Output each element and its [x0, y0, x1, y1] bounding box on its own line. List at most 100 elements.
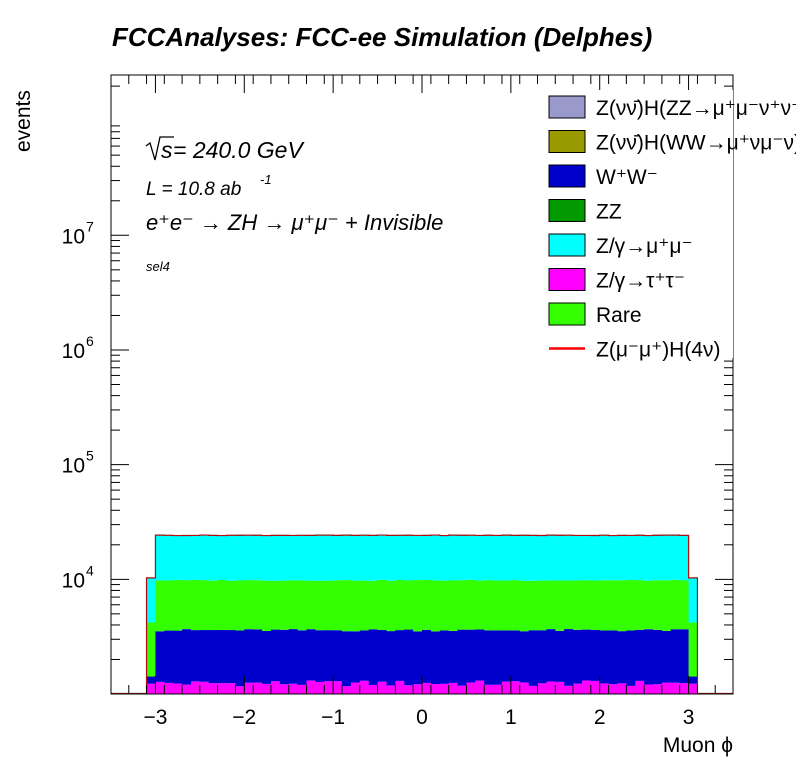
stack-bar-rare-bin-20: [324, 580, 334, 631]
y-tick-label-base: 10: [62, 340, 85, 363]
stack-bar-rare-bin-56: [644, 580, 654, 630]
stack-bar-z-bin-59: [670, 535, 681, 580]
y-tick-label-exponent: 4: [86, 562, 94, 578]
stack-bar-z-bin-14: [270, 681, 281, 694]
stack-bar-ww-bin-46: [555, 630, 565, 682]
stack-bar-z-bin-7: [208, 535, 219, 581]
stack-bar-ww-bin-26: [377, 630, 387, 682]
stack-bar-rare-bin-42: [519, 580, 530, 632]
stack-bar-z-bin-24: [359, 680, 370, 694]
stack-bar-ww-bin-30: [413, 631, 423, 685]
stack-bar-z-bin-54: [626, 535, 636, 580]
stack-bar-z-bin-42: [519, 535, 530, 581]
stack-bar-z-bin-9: [226, 535, 236, 581]
stack-bar-z-bin-43: [528, 535, 538, 581]
legend-label: Z(νν̄)H(ZZ→μ⁺μ⁻ν⁺ν⁻): [596, 97, 796, 120]
legend-label: Z/γ→μ⁺μ⁻: [596, 235, 693, 258]
stack-bar-z-bin-39: [493, 684, 503, 694]
stack-bar-rare-bin-3: [173, 579, 183, 631]
stack-bar-rare-bin-0: [146, 622, 156, 677]
energy-text: = 240.0 GeV: [173, 137, 305, 163]
stack-bar-z-bin-10: [235, 686, 245, 694]
stack-bar-ww-bin-58: [661, 630, 672, 683]
stack-bar-z-bin-37: [475, 535, 485, 581]
stack-bar-z-bin-14: [270, 535, 281, 581]
stack-bar-ww-bin-33: [439, 630, 450, 684]
y-tick-label-base: 10: [62, 225, 85, 248]
stack-bar-z-bin-17: [297, 684, 307, 694]
stack-bar-rare-bin-7: [208, 580, 219, 631]
stack-bar-z-bin-23: [350, 682, 361, 694]
stack-bar-z-bin-2: [164, 535, 174, 581]
y-tick-label-exponent: 6: [86, 333, 94, 349]
stack-bar-z-bin-12: [253, 535, 263, 581]
lumi-exponent: -1: [260, 172, 272, 187]
stack-bar-z-bin-31: [422, 682, 432, 694]
stack-bar-rare-bin-46: [555, 580, 565, 631]
x-tick-label: 0: [416, 706, 428, 729]
chart-title: FCCAnalyses: FCC-ee Simulation (Delphes): [112, 22, 652, 52]
stack-bar-z-bin-19: [315, 535, 325, 581]
legend-swatch: [548, 233, 586, 257]
stack-bar-ww-bin-9: [226, 630, 236, 684]
stack-bar-z-bin-22: [342, 535, 352, 581]
stack-bar-rare-bin-9: [226, 580, 236, 631]
stack-bar-ww-bin-42: [519, 631, 530, 683]
legend-swatch: [548, 199, 586, 222]
stack-bar-z-bin-6: [199, 681, 210, 694]
stack-bar-ww-bin-16: [288, 629, 298, 684]
stack-bar-z-bin-25: [368, 684, 378, 694]
stack-bar-rare-bin-5: [190, 579, 201, 631]
stack-bar-rare-bin-49: [581, 580, 592, 630]
stack-bar-z-bin-49: [581, 535, 592, 581]
stack-bar-z-bin-56: [644, 684, 654, 694]
stack-bar-z-bin-44: [537, 683, 547, 694]
stack-bar-z-bin-6: [199, 535, 210, 581]
stack-bar-rare-bin-37: [475, 580, 485, 630]
stack-bar-ww-bin-54: [626, 630, 636, 686]
sqrt-s-annotation: s = 240.0 GeV: [145, 136, 305, 163]
stack-bar-rare-bin-50: [590, 580, 601, 630]
stack-bar-z-bin-15: [279, 684, 290, 694]
stack-bar-ww-bin-61: [688, 676, 698, 684]
stack-bar-rare-bin-24: [359, 580, 370, 631]
stack-bar-z-bin-23: [350, 535, 361, 581]
stack-bar-rare-bin-31: [422, 580, 432, 630]
stack-bar-ww-bin-44: [537, 630, 547, 684]
stack-bar-ww-bin-57: [653, 629, 663, 685]
legend-label: Z/γ→τ⁺τ⁻: [596, 270, 685, 293]
stack-bar-rare-bin-28: [395, 580, 405, 631]
x-tick-label: 3: [683, 706, 695, 729]
stack-bar-rare-bin-34: [448, 580, 458, 631]
legend-label: Rare: [596, 304, 642, 327]
stack-bar-z-bin-4: [182, 684, 192, 694]
histogram-outline: [111, 534, 733, 695]
stack-bar-rare-bin-45: [546, 580, 556, 630]
stack-bar-rare-bin-52: [608, 580, 618, 631]
stack-bar-rare-bin-23: [350, 580, 361, 632]
legend: Z(νν̄)H(ZZ→μ⁺μ⁻ν⁺ν⁻) Z(νν̄)H(WW→μ⁺νμ⁻ν) W⁺…: [540, 90, 796, 362]
stack-bar-z-bin-43: [528, 685, 538, 694]
stack-bar-z-bin-25: [368, 535, 378, 581]
stack-bar-rare-bin-43: [528, 580, 538, 631]
sqrt-s-text: s: [161, 137, 173, 163]
y-tick-label-base: 10: [62, 455, 85, 478]
stack-bar-ww-bin-29: [404, 629, 414, 686]
stack-bar-z-bin-21: [333, 681, 343, 694]
stack-bar-ww-bin-32: [430, 631, 441, 685]
stack-bar-z-bin-55: [635, 680, 645, 694]
stack-bar-z-bin-36: [466, 682, 476, 694]
stack-bar-z-bin-38: [484, 535, 494, 581]
stack-bar-z-bin-1: [155, 681, 165, 694]
stack-bar-ww-bin-19: [315, 630, 325, 683]
stack-bar-ww-bin-60: [679, 629, 689, 684]
stack-bar-z-bin-59: [670, 682, 681, 694]
stack-bar-z-bin-5: [190, 535, 201, 580]
stack-bar-ww-bin-25: [368, 629, 378, 685]
stack-bar-z-bin-48: [573, 535, 583, 581]
stack-bar-rare-bin-41: [510, 580, 521, 631]
stack-bar-rare-bin-54: [626, 579, 636, 631]
stack-bar-z-bin-42: [519, 682, 530, 694]
stack-bar-ww-bin-37: [475, 629, 485, 681]
stack-bar-ww-bin-35: [457, 629, 467, 686]
